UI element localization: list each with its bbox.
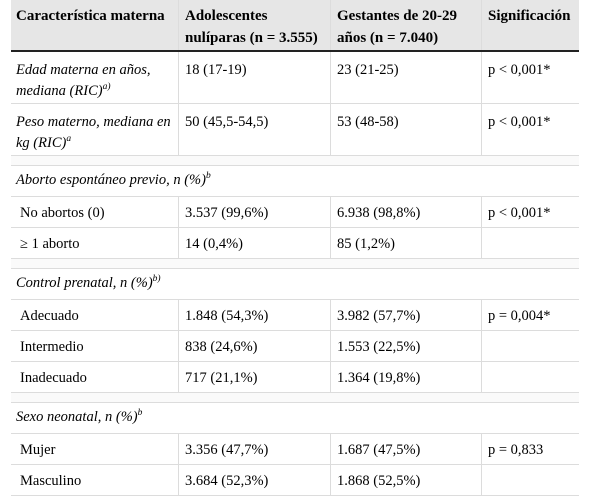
adolescentes-value: 3.537 (99,6%)	[179, 197, 331, 227]
maternal-characteristics-table: Característica materna Adolescentes nulí…	[11, 0, 579, 496]
adolescentes-value: 3.356 (47,7%)	[179, 434, 331, 464]
table-row: Inadecuado 717 (21,1%) 1.364 (19,8%)	[11, 362, 579, 393]
group-header-aborto: Aborto espontáneo previo, n (%)b	[11, 166, 579, 197]
gestantes-value: 3.982 (57,7%)	[331, 300, 482, 330]
table-row: Intermedio 838 (24,6%) 1.553 (22,5%)	[11, 331, 579, 362]
table-row: Adecuado 1.848 (54,3%) 3.982 (57,7%) p =…	[11, 300, 579, 331]
gestantes-value: 1.687 (47,5%)	[331, 434, 482, 464]
adolescentes-value: 1.848 (54,3%)	[179, 300, 331, 330]
table-row: Edad materna en años, mediana (RIC)a) 18…	[11, 52, 579, 104]
table-row: Mujer 3.356 (47,7%) 1.687 (47,5%) p = 0,…	[11, 434, 579, 465]
row-label: Intermedio	[11, 331, 179, 361]
significance-value	[482, 228, 579, 258]
table-row: Masculino 3.684 (52,3%) 1.868 (52,5%)	[11, 465, 579, 496]
adolescentes-value: 50 (45,5-54,5)	[179, 104, 331, 155]
row-label: Inadecuado	[11, 362, 179, 392]
row-label: No abortos (0)	[11, 197, 179, 227]
header-gestantes: Gestantes de 20-29 años (n = 7.040)	[331, 0, 482, 50]
gestantes-value: 1.553 (22,5%)	[331, 331, 482, 361]
table-row: ≥ 1 aborto 14 (0,4%) 85 (1,2%)	[11, 228, 579, 259]
section-divider	[11, 156, 579, 166]
header-caracteristica: Característica materna	[11, 0, 179, 50]
gestantes-value: 85 (1,2%)	[331, 228, 482, 258]
adolescentes-value: 3.684 (52,3%)	[179, 465, 331, 495]
group-header-sexo: Sexo neonatal, n (%)b	[11, 403, 579, 434]
table-row: Peso materno, mediana en kg (RIC)a 50 (4…	[11, 104, 579, 156]
significance-value	[482, 465, 579, 495]
gestantes-value: 1.868 (52,5%)	[331, 465, 482, 495]
adolescentes-value: 14 (0,4%)	[179, 228, 331, 258]
section-divider	[11, 259, 579, 269]
section-divider	[11, 393, 579, 403]
significance-value: p < 0,001*	[488, 205, 551, 221]
adolescentes-value: 717 (21,1%)	[179, 362, 331, 392]
significance-value: p = 0,833	[488, 442, 544, 458]
row-label: Edad materna en años, mediana (RIC)a)	[11, 52, 179, 103]
adolescentes-value: 838 (24,6%)	[179, 331, 331, 361]
significance-value: p < 0,001*	[488, 62, 551, 78]
table-row: No abortos (0) 3.537 (99,6%) 6.938 (98,8…	[11, 197, 579, 228]
gestantes-value: 53 (48-58)	[331, 104, 482, 155]
significance-value	[482, 331, 579, 361]
group-header-control: Control prenatal, n (%)b)	[11, 269, 579, 300]
significance-value	[482, 362, 579, 392]
row-label: Masculino	[11, 465, 179, 495]
gestantes-value: 1.364 (19,8%)	[331, 362, 482, 392]
row-label: Mujer	[11, 434, 179, 464]
significance-value: p = 0,004*	[488, 308, 551, 324]
adolescentes-value: 18 (17-19)	[179, 52, 331, 103]
row-label: Peso materno, mediana en kg (RIC)a	[11, 104, 179, 155]
header-significacion: Significación	[488, 8, 571, 24]
table-header-row: Característica materna Adolescentes nulí…	[11, 0, 579, 52]
significance-value: p < 0,001*	[488, 114, 551, 130]
header-adolescentes: Adolescentes nulíparas (n = 3.555)	[179, 0, 331, 50]
row-label: ≥ 1 aborto	[11, 228, 179, 258]
gestantes-value: 23 (21-25)	[331, 52, 482, 103]
row-label: Adecuado	[11, 300, 179, 330]
gestantes-value: 6.938 (98,8%)	[331, 197, 482, 227]
